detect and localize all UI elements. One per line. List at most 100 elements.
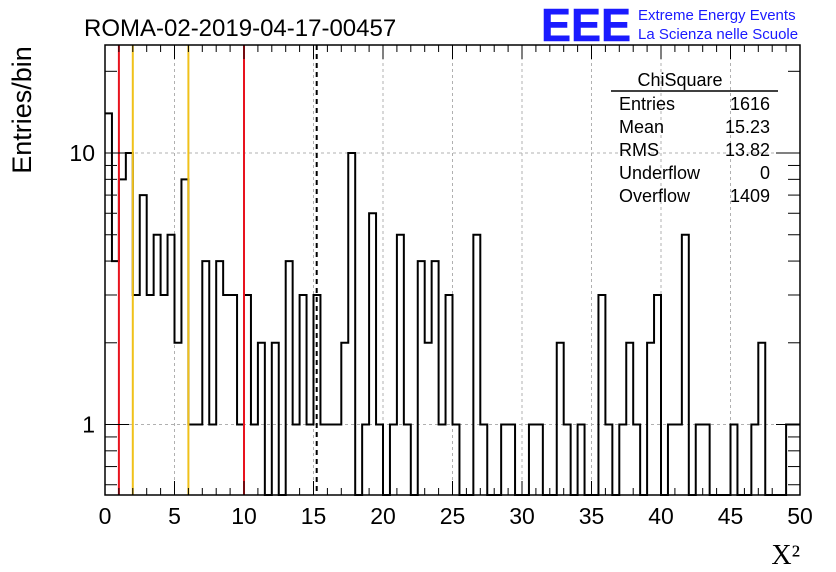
logo-line1: Extreme Energy Events	[638, 7, 796, 24]
histogram-bin	[731, 425, 738, 495]
x-tick-label: 40	[648, 503, 674, 529]
stats-value: 13.82	[725, 140, 770, 160]
stats-value: 1409	[730, 186, 770, 206]
eee-logo: EEE Extreme Energy Events La Scienza nel…	[541, 0, 798, 51]
histogram-bin	[501, 425, 508, 495]
stats-label: Underflow	[619, 163, 701, 183]
histogram-bin	[473, 235, 480, 495]
x-tick-label: 15	[301, 503, 327, 529]
histogram-bin	[390, 425, 397, 495]
stats-title: ChiSquare	[637, 70, 722, 90]
histogram-bin	[126, 153, 133, 495]
stats-value: 15.23	[725, 117, 770, 137]
histogram-bin	[633, 425, 640, 495]
x-tick-label: 20	[370, 503, 396, 529]
histogram-bin	[154, 235, 161, 495]
stats-label: Mean	[619, 117, 664, 137]
histogram-bin	[119, 179, 126, 495]
histogram-bin	[348, 153, 355, 495]
marker-lines	[117, 45, 318, 495]
histogram-bin	[369, 213, 376, 495]
histogram-bin	[237, 425, 244, 495]
histogram-bin	[244, 295, 251, 495]
histogram-bin	[168, 235, 175, 495]
x-tick-label: 25	[440, 503, 466, 529]
histogram-bin	[376, 425, 383, 495]
y-tick-label: 10	[69, 140, 95, 166]
stats-label: Entries	[619, 94, 675, 114]
histogram-bin	[188, 425, 195, 495]
histogram-bin	[195, 425, 202, 495]
histogram-bin	[341, 343, 348, 495]
histogram-bin	[397, 235, 404, 495]
histogram-bin	[432, 261, 439, 495]
histogram-bin	[133, 295, 140, 495]
histogram-bin	[480, 425, 487, 495]
histogram-bin	[529, 425, 536, 495]
histogram-bin	[508, 425, 515, 495]
histogram-bin	[564, 425, 571, 495]
histogram-bin	[619, 425, 626, 495]
axes: 0 5 10 15 20 25 30 35 40 45 50 1 10	[69, 44, 813, 529]
histogram-bin	[258, 343, 265, 495]
logo-text: EEE	[541, 0, 631, 51]
histogram-bin	[327, 425, 334, 495]
stats-box: ChiSquare Entries 1616 Mean 15.23 RMS 13.82 Un…	[611, 70, 778, 206]
histogram-bin	[439, 425, 446, 495]
stats-label: Overflow	[619, 186, 691, 206]
histogram-bin	[647, 343, 654, 495]
histogram-bin	[605, 425, 612, 495]
x-tick-label: 0	[99, 503, 112, 529]
histogram-bin	[161, 295, 168, 495]
histogram-bin	[286, 261, 293, 495]
x-tick-label: 35	[579, 503, 605, 529]
histogram-bin	[334, 425, 341, 495]
y-tick-label: 1	[82, 412, 95, 438]
histogram-bin	[105, 113, 112, 495]
histogram-bin	[703, 425, 710, 495]
histogram-bin	[112, 261, 119, 495]
histogram-bin	[362, 425, 369, 495]
stats-value: 1616	[730, 94, 770, 114]
histogram-bin	[557, 343, 564, 495]
histogram-bin	[696, 425, 703, 495]
histogram-bin	[209, 425, 216, 495]
x-tick-label: 30	[509, 503, 535, 529]
histogram-bin	[675, 425, 682, 495]
histogram-bin	[682, 235, 689, 495]
histogram-bin	[181, 179, 188, 495]
histogram-bin	[320, 425, 327, 495]
histogram-bin	[140, 195, 147, 495]
x-tick-label: 10	[231, 503, 257, 529]
histogram-bin	[418, 261, 425, 495]
histogram-bin	[751, 425, 758, 495]
chart-title: ROMA-02-2019-04-17-00457	[84, 15, 396, 42]
histogram-bin	[536, 425, 543, 495]
y-axis-label: Entries/bin	[7, 46, 37, 174]
histogram-bin	[654, 295, 661, 495]
histogram-bin	[147, 295, 154, 495]
histogram-bin	[404, 425, 411, 495]
histogram-bin	[223, 295, 230, 495]
x-axis-label: X²	[771, 540, 800, 571]
histogram-bin	[758, 343, 765, 495]
x-tick-label: 45	[718, 503, 744, 529]
histogram-bin	[230, 295, 237, 495]
histogram-bin	[598, 295, 605, 495]
histogram-bin	[578, 425, 585, 495]
logo-line2: La Scienza nelle Scuole	[638, 26, 798, 43]
histogram-bin	[425, 343, 432, 495]
histogram-bin	[446, 295, 453, 495]
histogram-bin	[293, 425, 300, 495]
histogram-bin	[307, 425, 314, 495]
histogram-bin	[175, 343, 182, 495]
histogram-bin	[300, 295, 307, 495]
x-tick-label: 50	[787, 503, 813, 529]
stats-label: RMS	[619, 140, 659, 160]
histogram-bin	[272, 343, 279, 495]
histogram-bin	[453, 425, 460, 495]
histogram-bin	[216, 261, 223, 495]
histogram-bin	[202, 261, 209, 495]
histogram-bin	[626, 343, 633, 495]
